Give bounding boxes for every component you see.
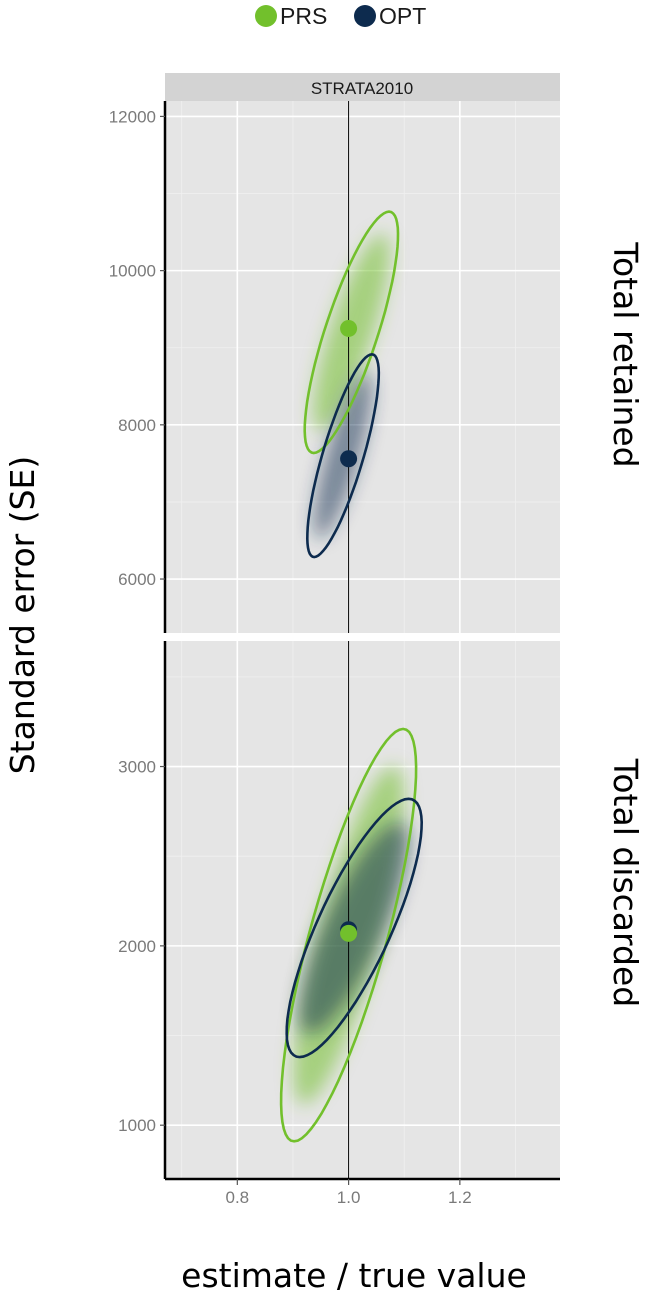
legend-prs-label: PRS (280, 3, 327, 29)
mean-point-prs (340, 319, 358, 337)
panel-top-background (165, 101, 560, 633)
ellipse-opt (305, 352, 381, 559)
legend-prs-swatch (255, 5, 277, 27)
x-tick-label: 1.0 (337, 1188, 361, 1207)
y-tick-label: 12000 (109, 107, 156, 126)
panel-bottom-grid (165, 641, 560, 1179)
ellipse-opt (285, 797, 424, 1059)
x-tick-label: 0.8 (226, 1188, 250, 1207)
panel-top-ellipses (303, 210, 400, 559)
facet-strip-label: STRATA2010 (311, 79, 413, 98)
x-axis-title: estimate / true value (181, 1256, 527, 1295)
ellipse-prs (303, 210, 400, 455)
ellipse-prs (279, 727, 418, 1143)
y-axis-title: Standard error (SE) (3, 456, 42, 775)
facet-strip-bg (165, 73, 560, 101)
x-ticks: 0.8 1.0 1.2 (226, 1179, 472, 1207)
y-tick-label: 8000 (118, 416, 156, 435)
y-tick-label: 1000 (118, 1116, 156, 1135)
mean-point-opt (340, 450, 358, 468)
legend-opt-label: OPT (379, 3, 426, 29)
y-tick-label: 6000 (118, 570, 156, 589)
y-tick-label: 3000 (118, 758, 156, 777)
x-tick-label: 1.2 (448, 1188, 472, 1207)
legend-opt-swatch (354, 5, 376, 27)
panel-bottom-label: Total discarded (606, 758, 645, 1007)
y-tick-label: 10000 (109, 262, 156, 281)
y-ticks-bottom: 1000 2000 3000 (118, 758, 165, 1135)
mean-point-prs (340, 924, 358, 942)
legend: PRS OPT (255, 3, 426, 29)
panel-top-label: Total retained (606, 241, 645, 467)
y-tick-label: 2000 (118, 937, 156, 956)
y-ticks-top: 6000 8000 10000 12000 (109, 107, 165, 589)
facet-strip: STRATA2010 (165, 73, 560, 101)
panel-bottom-ellipses (279, 727, 424, 1143)
